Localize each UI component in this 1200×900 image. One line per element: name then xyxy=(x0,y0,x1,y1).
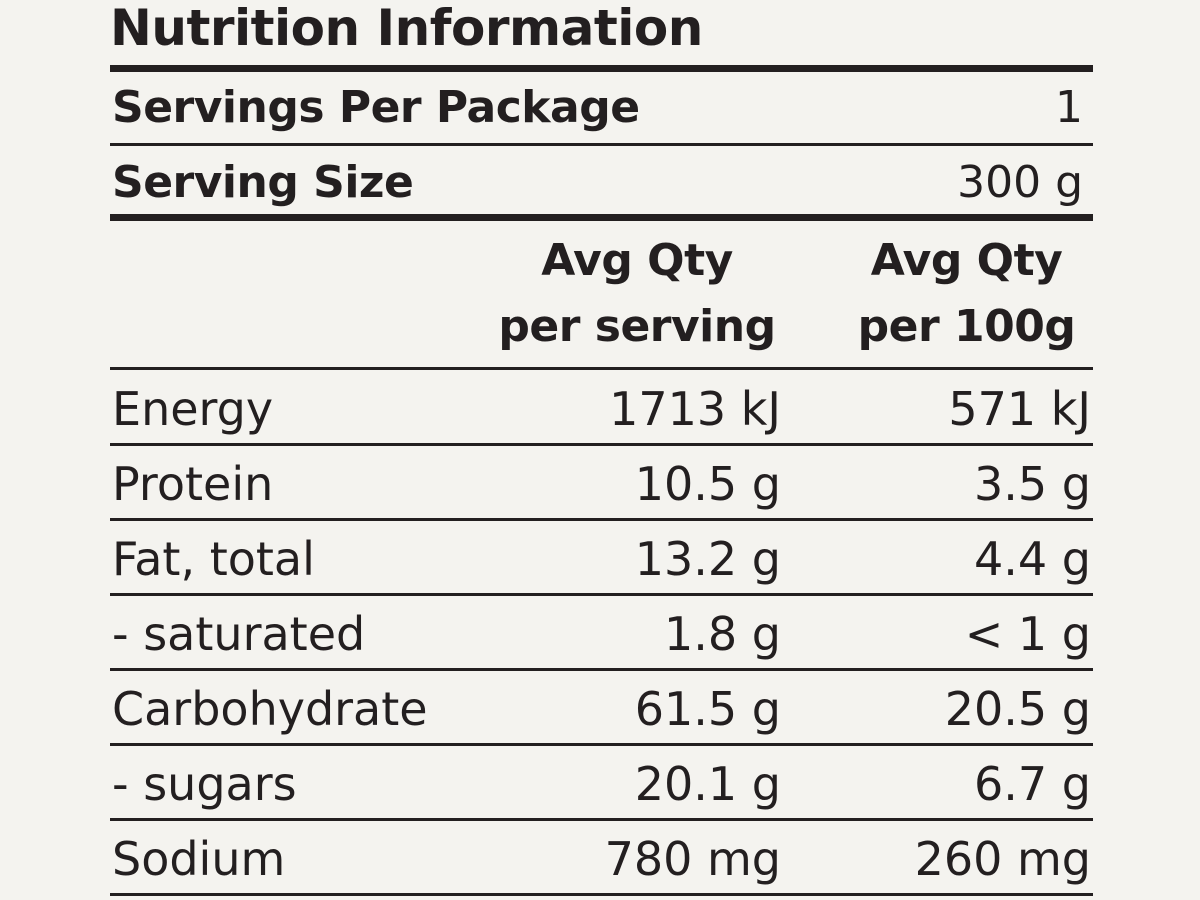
row-label-protein: Protein xyxy=(112,457,274,511)
divider xyxy=(110,367,1093,370)
column-header-per-100g-line2: per 100g xyxy=(857,301,1076,352)
serving-size-label: Serving Size xyxy=(112,157,414,208)
energy-per-100g: 571 kJ xyxy=(948,382,1091,436)
fat-total-per-100g: 4.4 g xyxy=(974,532,1091,586)
carbohydrate-per-serving: 61.5 g xyxy=(634,682,781,736)
column-header-per-serving-line1: Avg Qty xyxy=(541,235,733,286)
energy-per-serving: 1713 kJ xyxy=(609,382,781,436)
column-header-per-serving: Avg Qty per serving xyxy=(482,228,792,360)
saturated-per-100g: < 1 g xyxy=(964,607,1091,661)
row-divider xyxy=(110,818,1093,821)
sodium-per-100g: 260 mg xyxy=(914,832,1091,886)
top-thick-rule xyxy=(110,65,1093,72)
sugars-per-100g: 6.7 g xyxy=(974,757,1091,811)
column-header-per-100g-line1: Avg Qty xyxy=(870,235,1063,286)
servings-per-package-value: 1 xyxy=(1055,82,1083,133)
sugars-per-serving: 20.1 g xyxy=(634,757,781,811)
row-divider xyxy=(110,518,1093,521)
carbohydrate-per-100g: 20.5 g xyxy=(944,682,1091,736)
column-header-per-100g: Avg Qty per 100g xyxy=(840,228,1093,360)
bottom-rule xyxy=(110,893,1093,896)
saturated-per-serving: 1.8 g xyxy=(664,607,781,661)
row-label-carbohydrate: Carbohydrate xyxy=(112,682,428,736)
divider xyxy=(110,143,1093,146)
row-label-fat-total: Fat, total xyxy=(112,532,315,586)
row-divider xyxy=(110,668,1093,671)
row-label-saturated: - saturated xyxy=(112,607,366,661)
protein-per-100g: 3.5 g xyxy=(974,457,1091,511)
row-label-sodium: Sodium xyxy=(112,832,286,886)
column-header-per-serving-line2: per serving xyxy=(498,301,776,352)
protein-per-serving: 10.5 g xyxy=(634,457,781,511)
fat-total-per-serving: 13.2 g xyxy=(634,532,781,586)
nutrition-panel: Nutrition Information Servings Per Packa… xyxy=(110,0,1093,900)
row-divider xyxy=(110,443,1093,446)
sodium-per-serving: 780 mg xyxy=(604,832,781,886)
row-divider xyxy=(110,743,1093,746)
panel-title: Nutrition Information xyxy=(110,0,703,57)
servings-per-package-label: Servings Per Package xyxy=(112,82,640,133)
header-thick-rule xyxy=(110,214,1093,221)
serving-size-value: 300 g xyxy=(957,157,1083,208)
row-label-sugars: - sugars xyxy=(112,757,297,811)
row-label-energy: Energy xyxy=(112,382,274,436)
row-divider xyxy=(110,593,1093,596)
